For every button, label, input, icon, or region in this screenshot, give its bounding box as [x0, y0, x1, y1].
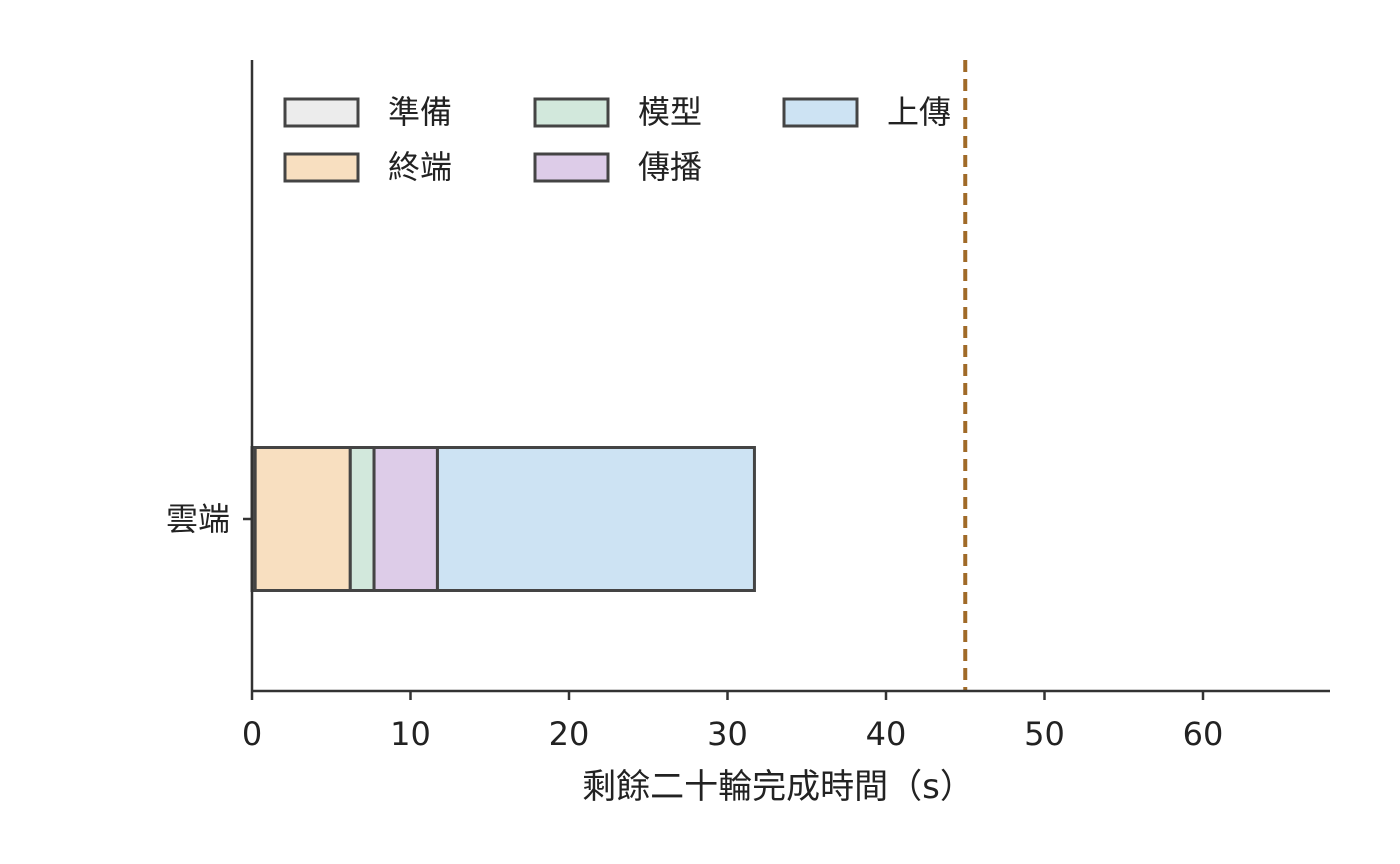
- bar-segment-1: [253, 446, 352, 592]
- legend-label: 上傳: [887, 93, 951, 131]
- bar-segment-2: [348, 446, 376, 592]
- legend-label: 終端: [388, 148, 452, 186]
- x-tick-label: 0: [242, 715, 262, 753]
- x-tick-label: 40: [866, 715, 907, 753]
- legend-label: 準備: [388, 93, 452, 131]
- bar-segment-3: [372, 446, 439, 592]
- bar-segment-4: [435, 446, 756, 592]
- bars: [250, 446, 756, 592]
- x-tick-label: 10: [390, 715, 431, 753]
- x-tick-label: 60: [1183, 715, 1224, 753]
- x-tick-label: 20: [549, 715, 590, 753]
- legend-swatch: [283, 152, 360, 183]
- legend-swatch: [533, 152, 610, 183]
- x-tick-label: 30: [707, 715, 748, 753]
- legend-swatch: [533, 97, 610, 128]
- legend-label: 傳播: [638, 148, 702, 186]
- legend-swatch: [283, 97, 360, 128]
- axes: 雲端 0 10 20 30 40 50 60: [166, 60, 1330, 753]
- x-tick-label: 50: [1024, 715, 1065, 753]
- legend-label: 模型: [638, 93, 702, 131]
- legend-swatch: [782, 97, 859, 128]
- y-tick-label: 雲端: [166, 500, 230, 538]
- x-axis-label: 剩餘二十輪完成時間（s）: [582, 767, 974, 807]
